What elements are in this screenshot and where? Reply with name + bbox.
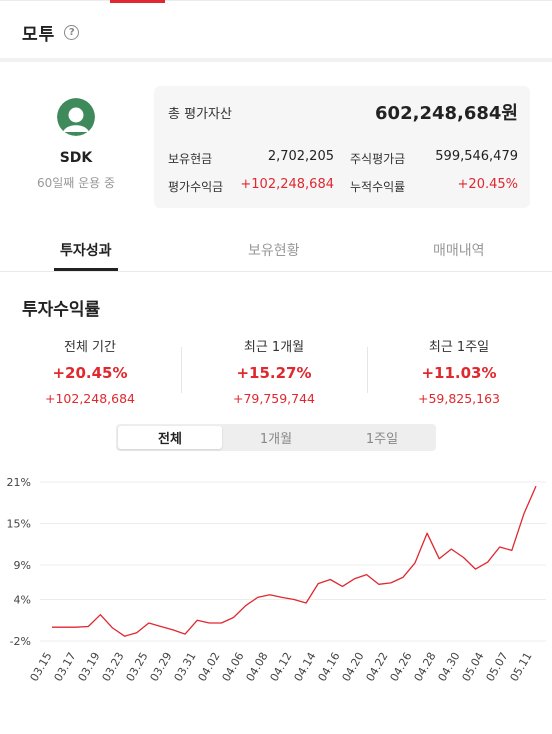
x-tick-label: 03.19 <box>76 650 103 684</box>
tab-active-underline <box>54 268 118 271</box>
stat-divider <box>367 347 368 393</box>
y-tick-label: 15% <box>7 517 31 530</box>
x-tick-label: 04.26 <box>388 650 415 684</box>
x-tick-label: 05.11 <box>508 650 535 684</box>
x-tick-label: 03.31 <box>172 650 199 684</box>
range-all-button[interactable]: 전체 <box>118 426 222 449</box>
stat-amount: +59,825,163 <box>417 391 501 406</box>
section-title: 투자수익률 <box>22 300 101 320</box>
tab-trades[interactable]: 매매내역 <box>433 243 485 259</box>
cash-label: 보유현금 <box>168 152 213 166</box>
stat-label: 전체 기간 <box>64 340 116 355</box>
asset-summary-panel: 총 평가자산 602,248,684원 보유현금 2,702,205 주식평가금… <box>154 86 530 208</box>
stat-amount: +79,759,744 <box>232 391 316 406</box>
x-tick-label: 04.30 <box>436 650 463 684</box>
section-divider <box>0 58 552 62</box>
stat-percent: +15.27% <box>236 364 312 382</box>
x-tick-label: 04.14 <box>292 650 319 684</box>
eval-profit-value: +102,248,684 <box>240 177 334 192</box>
user-avatar-icon <box>57 98 95 136</box>
x-tick-label: 04.02 <box>196 650 223 684</box>
x-tick-label: 04.06 <box>220 650 247 684</box>
cum-return-value: +20.45% <box>457 177 518 192</box>
x-tick-label: 03.17 <box>52 650 79 684</box>
stat-amount: +102,248,684 <box>45 391 135 406</box>
x-tick-label: 04.08 <box>244 650 271 684</box>
eval-profit-label: 평가수익금 <box>168 180 224 194</box>
tab-bar: 투자성과 보유현황 매매내역 <box>0 232 552 272</box>
x-tick-label: 05.07 <box>484 650 511 684</box>
profile-run-days: 60일째 운용 중 <box>36 176 116 190</box>
x-tick-label: 05.04 <box>460 650 487 684</box>
stock-eval-value: 599,546,479 <box>435 149 518 164</box>
cash-value: 2,702,205 <box>267 149 334 164</box>
x-tick-label: 04.28 <box>412 650 439 684</box>
x-tick-label: 04.16 <box>316 650 343 684</box>
stat-divider <box>181 347 182 393</box>
cum-return-label: 누적수익률 <box>350 180 406 194</box>
profile-card: SDK 60일째 운용 중 <box>20 98 132 191</box>
help-icon[interactable]: ? <box>64 25 80 40</box>
range-selector: 전체 1개월 1주일 <box>116 424 436 451</box>
y-tick-label: -2% <box>10 635 31 648</box>
x-tick-label: 03.29 <box>148 650 175 684</box>
x-tick-label: 03.23 <box>100 650 127 684</box>
x-tick-label: 04.12 <box>268 650 295 684</box>
range-1month-button[interactable]: 1개월 <box>259 432 293 447</box>
total-assets-value: 602,248,684원 <box>375 103 518 124</box>
stat-last-month: 최근 1개월 +15.27% +79,759,744 <box>199 336 349 406</box>
stat-label: 최근 1개월 <box>243 340 305 355</box>
top-active-indicator <box>110 0 165 3</box>
stat-percent: +11.03% <box>421 364 497 382</box>
x-tick-label: 04.22 <box>364 650 391 684</box>
total-assets-label: 총 평가자산 <box>168 107 232 122</box>
y-tick-label: 9% <box>14 559 31 572</box>
y-tick-label: 4% <box>14 594 31 607</box>
x-tick-label: 03.25 <box>124 650 151 684</box>
x-tick-label: 03.15 <box>28 650 55 684</box>
page-header: 모투 ? <box>22 20 80 45</box>
top-border <box>0 0 552 1</box>
stat-percent: +20.45% <box>52 364 128 382</box>
tab-holdings[interactable]: 보유현황 <box>248 243 300 259</box>
range-1week-button[interactable]: 1주일 <box>365 432 399 447</box>
profile-name: SDK <box>59 150 93 166</box>
x-tick-label: 04.20 <box>340 650 367 684</box>
tab-performance[interactable]: 투자성과 <box>60 243 112 259</box>
stat-label: 최근 1주일 <box>428 340 490 355</box>
stat-last-week: 최근 1주일 +11.03% +59,825,163 <box>384 336 534 406</box>
stock-eval-label: 주식평가금 <box>350 152 406 166</box>
page-title: 모투 <box>22 25 56 45</box>
return-series-line <box>52 485 537 637</box>
y-tick-label: 21% <box>7 476 31 489</box>
stat-all-period: 전체 기간 +20.45% +102,248,684 <box>15 336 165 406</box>
return-line-chart: 21%15%9%4%-2%03.1503.1703.1903.2303.2503… <box>7 476 546 684</box>
